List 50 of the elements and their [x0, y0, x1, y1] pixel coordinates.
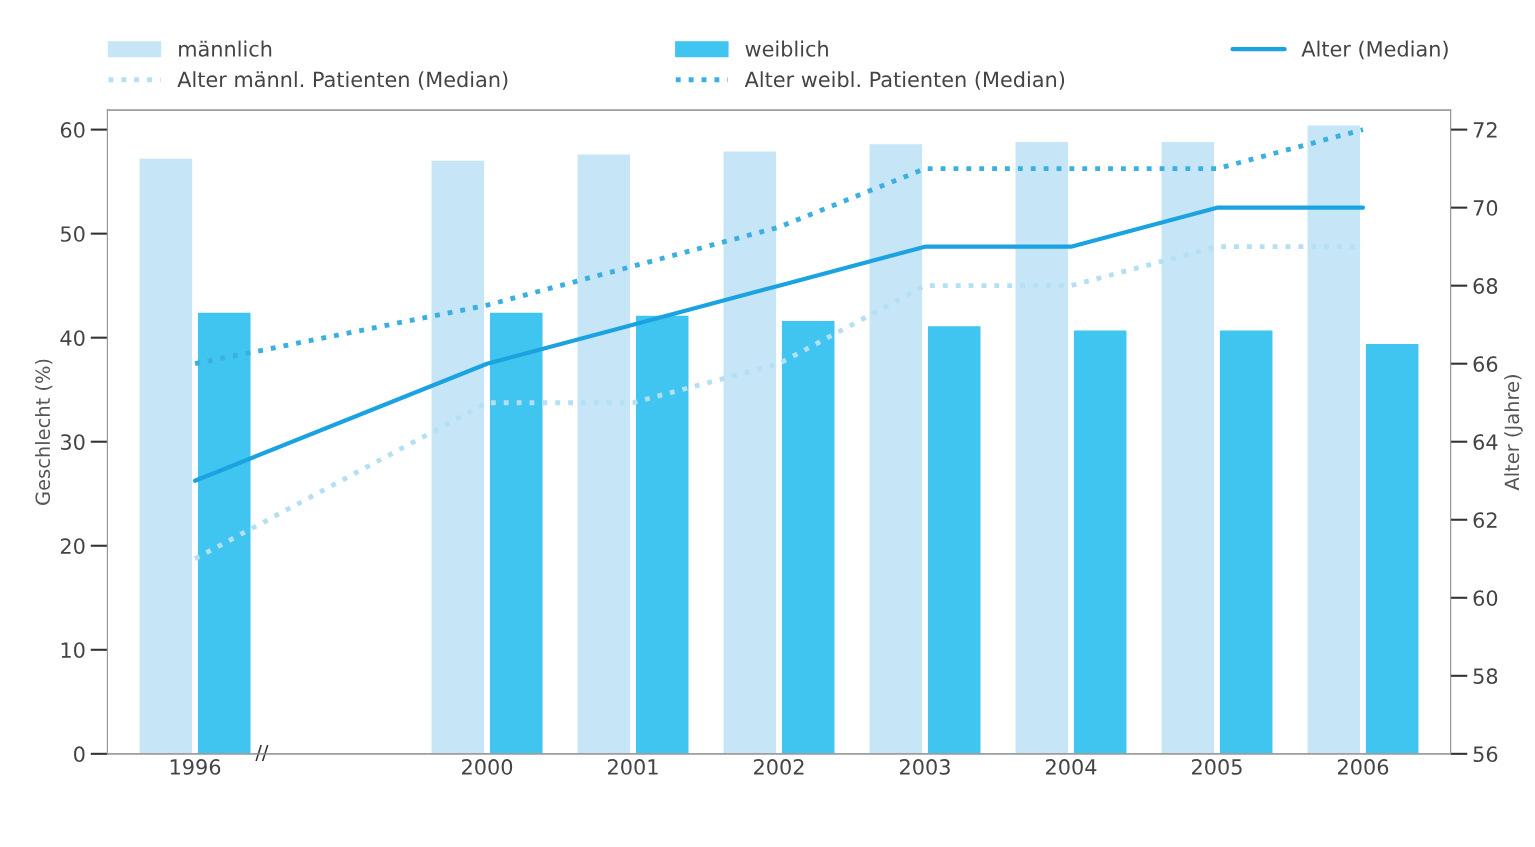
- bar: [197, 312, 251, 754]
- y2-tick-label: 62: [1473, 512, 1497, 528]
- y-axis-title: Geschlecht (%): [35, 359, 53, 505]
- bar: [869, 144, 923, 754]
- y-tick-label: 30: [61, 434, 85, 450]
- y-tick-label: 20: [60, 538, 85, 554]
- bar: [1161, 142, 1215, 754]
- bar: [927, 326, 981, 754]
- x-tick-label: 1996: [170, 759, 221, 775]
- y2-tick-label: 68: [1473, 278, 1498, 294]
- y2-tick-label: 56: [1473, 746, 1498, 763]
- y-tick-label: 50: [61, 226, 85, 242]
- x-tick-label: 2006: [1338, 759, 1389, 775]
- y2-axis-title: Alter (Jahre): [1504, 375, 1523, 491]
- y-tick-label: 0: [74, 746, 85, 763]
- x-tick-label: 2002: [754, 759, 804, 775]
- legend-label: Alter (Median): [1301, 40, 1448, 60]
- bar: [781, 321, 835, 754]
- bar: [577, 154, 631, 754]
- line-series: [192, 127, 1366, 367]
- legend-label: weiblich: [745, 40, 828, 57]
- x-tick-label: 2000: [462, 759, 513, 775]
- legend-label: Alter weibl. Patienten (Median): [744, 71, 1065, 90]
- x-tick-label: 2004: [1046, 759, 1097, 775]
- y-tick-label: 60: [60, 122, 85, 138]
- legend-label: männlich: [179, 40, 272, 57]
- bar: [139, 158, 193, 754]
- annotation: //: [255, 745, 269, 761]
- x-tick-label: 2005: [1192, 759, 1242, 775]
- bar: [1307, 125, 1361, 754]
- y2-tick-label: 66: [1473, 356, 1498, 372]
- y2-tick-label: 58: [1473, 668, 1498, 685]
- y2-tick-label: 70: [1473, 200, 1498, 216]
- bar: [1015, 142, 1069, 754]
- y2-tick-label: 64: [1473, 434, 1498, 450]
- bar: [489, 312, 543, 754]
- bar: [1073, 330, 1127, 754]
- bar: [1365, 343, 1419, 754]
- y-tick-label: 10: [61, 642, 85, 659]
- x-tick-label: 2001: [608, 759, 658, 775]
- bar: [635, 315, 689, 754]
- x-tick-label: 2003: [900, 759, 950, 775]
- bar: [723, 151, 777, 754]
- y-tick-label: 40: [60, 330, 85, 346]
- bar: [431, 160, 485, 754]
- y2-tick-label: 60: [1473, 590, 1498, 606]
- line-series: [192, 205, 1366, 483]
- legend-label: Alter männl. Patienten (Median): [177, 71, 508, 90]
- bar: [1219, 330, 1273, 754]
- y2-tick-label: 72: [1473, 122, 1497, 138]
